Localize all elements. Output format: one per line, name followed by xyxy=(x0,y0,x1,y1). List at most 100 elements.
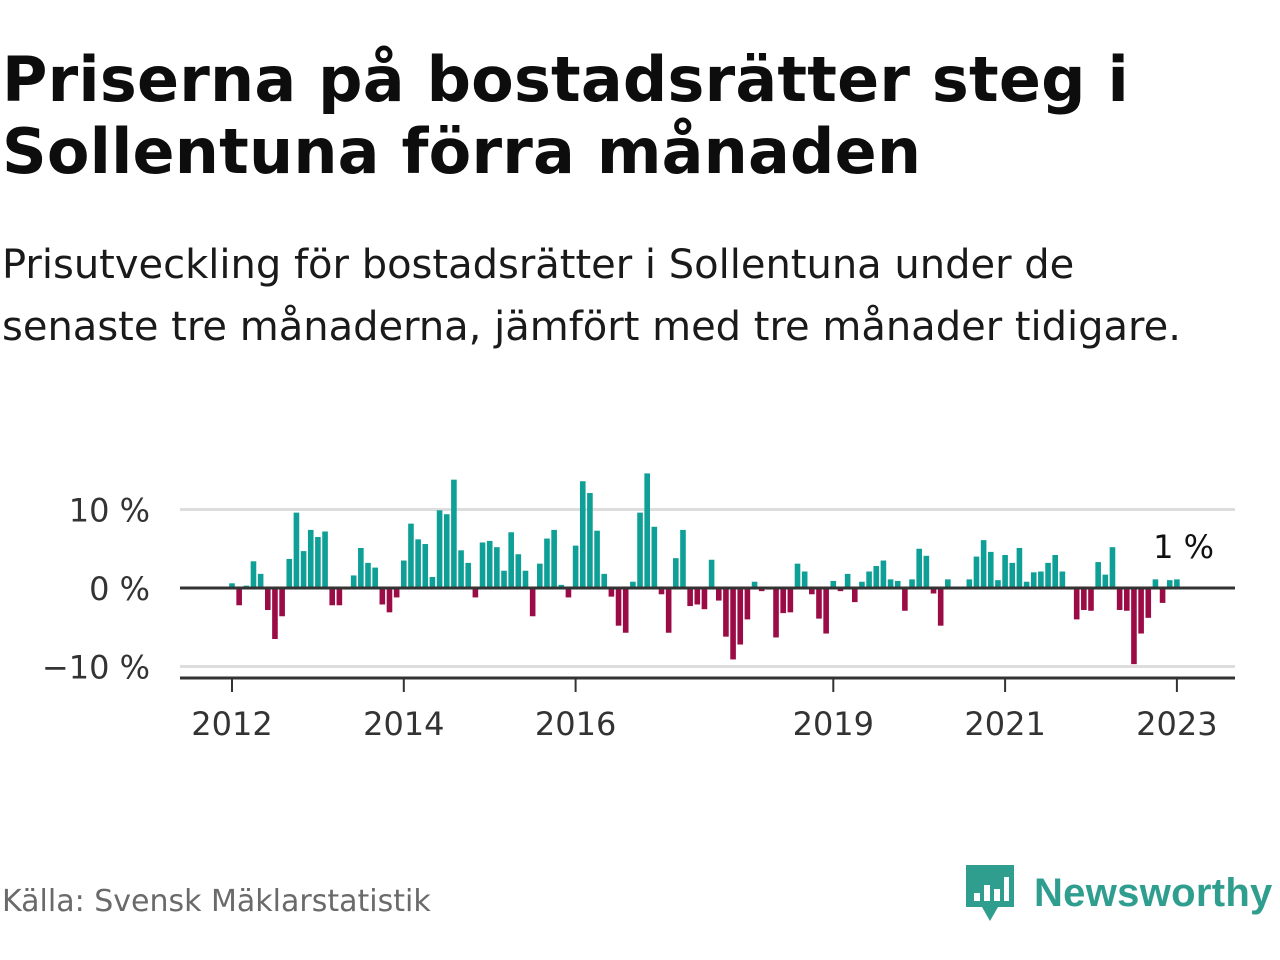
bar xyxy=(987,551,994,588)
x-tick-label: 2021 xyxy=(964,705,1045,743)
bar xyxy=(980,540,987,588)
bar xyxy=(286,558,293,588)
bar xyxy=(758,588,765,592)
x-tick-label: 2016 xyxy=(535,705,616,743)
bar xyxy=(236,588,242,606)
bar xyxy=(744,588,751,620)
bar xyxy=(494,547,500,588)
bar xyxy=(1109,547,1116,588)
bar xyxy=(508,532,514,588)
bar xyxy=(809,588,815,595)
bar xyxy=(945,579,951,588)
bar xyxy=(393,588,400,598)
y-tick-label: 0 % xyxy=(89,570,150,608)
bar xyxy=(909,579,915,588)
bar xyxy=(587,493,593,588)
bar xyxy=(780,588,786,614)
bar xyxy=(379,588,386,605)
bar xyxy=(966,579,973,588)
bar xyxy=(1030,572,1037,588)
x-tick-label: 2019 xyxy=(793,705,874,743)
bar xyxy=(851,588,858,603)
bar xyxy=(1102,574,1109,588)
bar xyxy=(995,580,1001,588)
bar xyxy=(372,567,378,588)
bar xyxy=(250,561,257,588)
bar xyxy=(458,550,464,588)
bar xyxy=(429,577,436,588)
bar xyxy=(515,554,522,588)
bar xyxy=(830,580,837,588)
bar xyxy=(1059,571,1066,588)
brand-name: Newsworthy xyxy=(1034,870,1273,915)
newsworthy-logo-icon xyxy=(966,865,1014,921)
bar xyxy=(701,588,708,610)
y-tick-label: −10 % xyxy=(42,649,150,687)
x-tick-label: 2023 xyxy=(1136,705,1217,743)
grid-lines xyxy=(180,508,1235,668)
bar xyxy=(694,588,701,605)
axes: 10 % 0 % −10 % 2012 2014 2016 2019 2021 2023 1 % xyxy=(42,492,1235,743)
bar xyxy=(737,588,744,645)
bar xyxy=(408,523,414,588)
bar xyxy=(1088,588,1094,611)
bar-series xyxy=(229,473,1180,665)
bar xyxy=(916,548,922,588)
bar xyxy=(422,544,429,588)
bar xyxy=(1038,571,1044,588)
bar xyxy=(1145,588,1152,618)
bar xyxy=(751,581,758,588)
bar xyxy=(443,514,450,588)
bar xyxy=(715,588,722,601)
bar xyxy=(1002,555,1008,588)
bar xyxy=(264,588,271,610)
bar xyxy=(873,566,880,588)
bar xyxy=(551,529,557,588)
bar xyxy=(350,575,357,588)
bar xyxy=(1166,580,1173,588)
bar xyxy=(293,512,300,588)
bar xyxy=(436,510,443,588)
bar-chart: 10 % 0 % −10 % 2012 2014 2016 2019 2021 2023 1 % xyxy=(42,473,1235,743)
bar xyxy=(1138,588,1144,634)
brand-logo[interactable]: Newsworthy xyxy=(964,863,1273,923)
bar xyxy=(687,588,693,607)
bar xyxy=(451,479,457,588)
bar xyxy=(544,538,550,588)
chart-title: Priserna på bostadsrätter steg i Sollent… xyxy=(2,43,1129,188)
x-tick-label: 2014 xyxy=(363,705,444,743)
chart-subtitle: Prisutveckling för bostadsrätter i Solle… xyxy=(2,242,1181,350)
bar xyxy=(300,551,307,588)
bar xyxy=(229,583,235,588)
bar xyxy=(637,512,643,588)
bar xyxy=(565,588,572,598)
bar xyxy=(923,555,930,588)
bar xyxy=(844,573,851,588)
bar xyxy=(272,588,278,640)
bar xyxy=(1052,555,1059,588)
bar xyxy=(608,588,615,597)
bar xyxy=(973,556,980,588)
bar xyxy=(794,563,801,588)
bar xyxy=(1009,562,1016,588)
bar xyxy=(880,560,887,588)
bar xyxy=(1159,588,1166,603)
bar xyxy=(816,588,822,619)
bar xyxy=(1131,588,1137,665)
bar xyxy=(730,588,736,660)
bar xyxy=(537,563,543,588)
bar xyxy=(558,584,565,588)
bar xyxy=(644,473,650,588)
bar xyxy=(859,581,865,588)
bar xyxy=(837,588,844,592)
bar xyxy=(1123,588,1130,611)
bar xyxy=(572,545,579,588)
bar xyxy=(257,573,264,588)
bar xyxy=(329,588,336,606)
bar xyxy=(472,588,479,598)
bar xyxy=(1174,579,1180,588)
bar xyxy=(651,526,658,588)
bar xyxy=(622,588,629,633)
bar xyxy=(486,540,493,588)
bar xyxy=(315,536,321,588)
